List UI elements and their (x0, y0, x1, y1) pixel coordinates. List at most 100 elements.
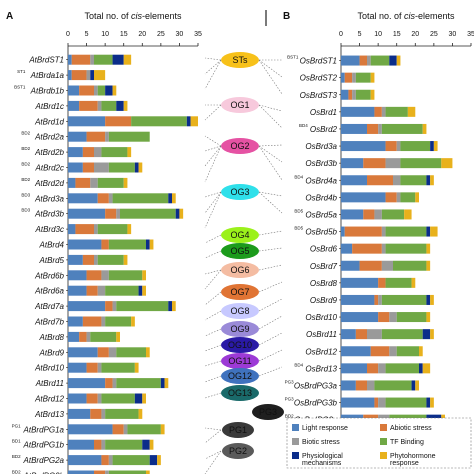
row-label: AtBrdPG1a (23, 425, 65, 434)
bar-segment (411, 277, 416, 288)
group-ellipse (222, 422, 254, 438)
legend-swatch (380, 452, 387, 459)
bar-segment (374, 380, 412, 391)
row-superscript: BD2 (21, 177, 30, 182)
bar-segment (175, 208, 180, 219)
bar-segment (160, 378, 165, 389)
bar-segment (75, 224, 94, 235)
connector (204, 427, 222, 431)
bar-segment (385, 277, 412, 288)
row-label: AtBrdb1b (30, 87, 65, 96)
group-label: OG13 (228, 388, 252, 398)
row-label: OsBrd13 (305, 364, 337, 373)
bar-segment (94, 470, 106, 474)
bar-row: AtBrd6b (34, 270, 146, 281)
legend-swatch (380, 438, 387, 445)
x-tick-label: 20 (411, 31, 419, 38)
row-label: OsBrd5a (305, 210, 337, 219)
bar-segment (105, 378, 113, 389)
connector (204, 191, 222, 198)
bar-segment (108, 193, 113, 204)
row-label: OsBrd4b (305, 193, 337, 202)
bar-segment (400, 158, 442, 169)
row-label: OsBrdST3 (300, 91, 338, 100)
group-ellipse (221, 303, 259, 319)
bar-segment (344, 226, 382, 237)
bar-segment (422, 123, 427, 134)
row-label: AtBrd6a (34, 287, 64, 296)
connector (204, 145, 222, 152)
bar-segment (381, 329, 423, 340)
row-superscript: BD4 (294, 362, 303, 367)
bar-segment (341, 175, 367, 186)
row-superscript: PG3 (285, 397, 295, 402)
bar-row: AtBrd11 (35, 378, 169, 389)
x-tick-label: 35 (467, 31, 474, 38)
bar-segment (108, 131, 150, 142)
bar-segment (142, 285, 146, 296)
connector (204, 145, 222, 167)
row-superscript: BD2 (21, 131, 30, 136)
bar-segment (86, 270, 102, 281)
bar-segment (112, 85, 117, 96)
row-superscript: PG1 (12, 423, 22, 428)
bar-segment (90, 331, 117, 342)
bar-row: AtBrdPG2bBD2 (12, 470, 150, 474)
legend-swatch (292, 438, 299, 445)
bar-segment (68, 70, 72, 81)
row-superscript: PG3 (285, 379, 295, 384)
bar-segment (393, 260, 427, 271)
row-label: AtBrdST1 (28, 56, 64, 65)
bar-segment (101, 393, 135, 404)
bar-segment (79, 100, 98, 111)
bar-segment (374, 106, 382, 117)
bar-segment (341, 380, 356, 391)
bar-segment (378, 363, 386, 374)
connector (204, 328, 222, 337)
row-label: AtBrda1a (30, 71, 65, 80)
bar-segment (112, 424, 124, 435)
connector (204, 135, 222, 147)
row-label: AtBrd11 (35, 379, 64, 388)
row-label: AtBrdPG1b (23, 441, 65, 450)
connector (258, 298, 283, 312)
connector (204, 344, 222, 352)
connector (204, 59, 222, 90)
connector (204, 429, 222, 444)
bar-segment (68, 301, 106, 312)
bar-row: OsBrdST3 (300, 89, 375, 100)
bar-segment (127, 147, 132, 158)
bar-segment (108, 455, 113, 466)
bar-segment (355, 380, 367, 391)
bar-segment (400, 141, 431, 152)
bar-segment (433, 141, 438, 152)
group-label: OG7 (230, 287, 249, 297)
bar-segment (97, 285, 106, 296)
bar-segment (94, 70, 106, 81)
x-tick-label: 5 (85, 31, 89, 38)
x-tick-label: 30 (449, 31, 457, 38)
bar-segment (105, 301, 113, 312)
row-label: OsBrd7 (310, 262, 338, 271)
row-label: OsBrd9 (310, 296, 338, 305)
row-label: OsBrd3b (305, 159, 337, 168)
row-label: AtBrd2c (35, 164, 64, 173)
row-label: AtBrd3c (35, 225, 64, 234)
row-superscript: BD4 (299, 123, 308, 128)
bar-row: AtBrd12 (34, 393, 146, 404)
group-ellipse (221, 184, 259, 200)
connector (204, 57, 222, 61)
bar-segment (341, 89, 349, 100)
bar-segment (381, 294, 427, 305)
legend-box (286, 417, 472, 469)
bar-segment (68, 224, 76, 235)
bar-row: OsBrdST2 (300, 72, 375, 83)
x-tick-label: 25 (157, 31, 165, 38)
group-markers: STs OG1 OG2 OG3 OG4 OG5 OG6 OG7 OG8 OG9 OG10 OG11 OG… (221, 52, 284, 459)
x-tick-label: 0 (339, 31, 343, 38)
bar-segment (82, 316, 102, 327)
bar-segment (131, 316, 135, 327)
bar-segment (426, 260, 431, 271)
